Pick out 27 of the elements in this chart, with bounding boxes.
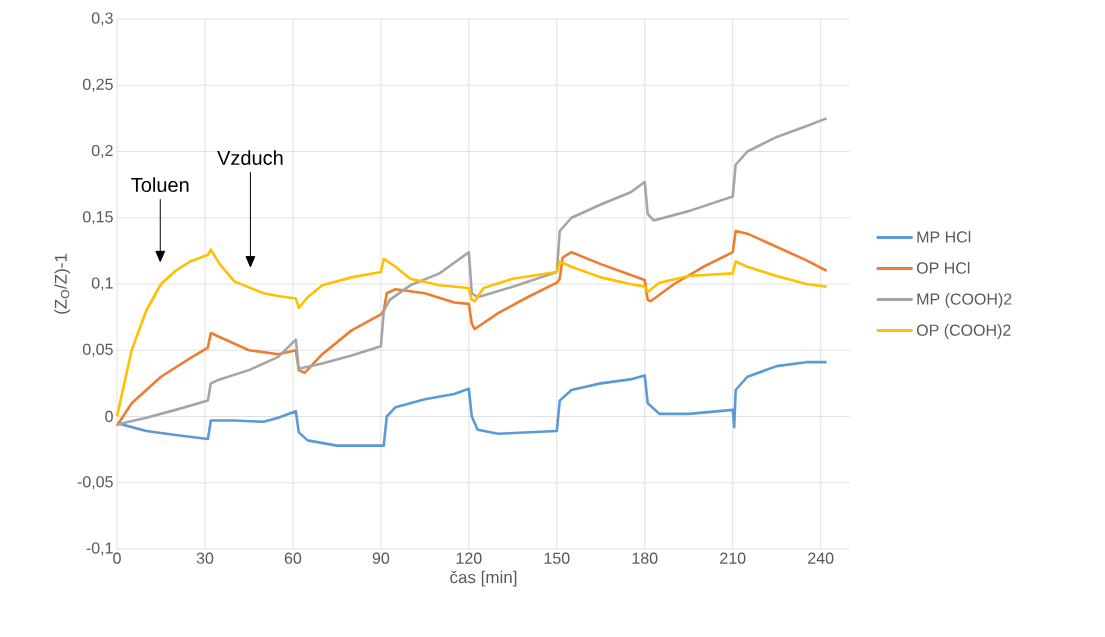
x-tick-label: 120: [456, 552, 482, 564]
x-tick-label: 30: [196, 552, 214, 564]
y-tick-label: 0,3: [91, 12, 113, 26]
legend-label: OP (COOH)2: [916, 324, 1011, 339]
x-axis-title: čas [min]: [450, 570, 517, 587]
x-tick-label: 240: [808, 552, 834, 564]
y-tick-label: 0,1: [91, 277, 113, 291]
x-tick-label: 0: [113, 552, 121, 564]
x-tick-label: 90: [372, 552, 390, 564]
x-tick-label: 60: [284, 552, 302, 564]
annotation: Toluen: [131, 177, 189, 192]
y-tick-label: 0,15: [82, 211, 113, 225]
annotation: Vzduch: [217, 150, 283, 165]
y-tick-label: 0,25: [82, 78, 113, 92]
x-tick-label: 210: [720, 552, 746, 564]
y-axis-title: (Z$_{O}$/Z)-1: [54, 253, 71, 314]
y-tick-label: 0,2: [91, 144, 113, 159]
x-tick-label: 180: [632, 552, 658, 564]
y-tick-label: 0: [105, 410, 113, 423]
legend-label: MP HCl: [917, 230, 971, 243]
line-series: [115, 117, 828, 426]
y-tick-label: 0,05: [82, 343, 113, 357]
y-tick-label: -0,05: [77, 476, 113, 490]
legend-label: MP (COOH)2: [917, 292, 1012, 308]
y-tick-label: -0,1: [86, 542, 113, 556]
x-tick-label: 150: [544, 552, 570, 564]
legend-label: OP HCl: [916, 261, 970, 274]
